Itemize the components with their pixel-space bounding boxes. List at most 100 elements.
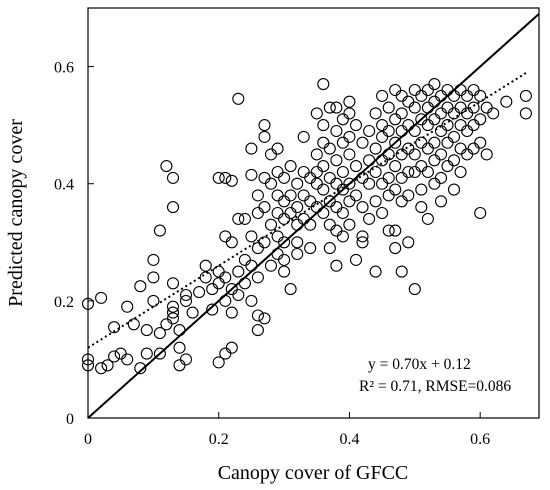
data-point [363, 154, 376, 167]
data-point [317, 206, 330, 220]
data-point [343, 148, 356, 161]
data-point [317, 136, 330, 149]
data-point [310, 148, 323, 161]
data-point [284, 206, 297, 220]
data-point [95, 291, 108, 304]
data-point [317, 119, 330, 132]
data-point [376, 119, 389, 132]
data-point [336, 136, 349, 149]
data-point [323, 101, 336, 114]
data-point [271, 142, 284, 155]
data-point [134, 280, 147, 293]
data-point [232, 92, 245, 105]
data-point [408, 101, 421, 114]
data-point [500, 95, 513, 108]
data-point [238, 277, 251, 290]
data-point [402, 165, 415, 179]
data-point [519, 89, 532, 102]
data-point [376, 177, 389, 190]
data-point [206, 283, 219, 296]
data-point [258, 236, 271, 249]
data-point [310, 177, 323, 190]
data-point [173, 324, 186, 337]
data-point [389, 136, 402, 149]
data-point [206, 303, 219, 316]
y-axis-ticks: 0 0.2 0.4 0.6 [54, 60, 94, 428]
data-point [291, 177, 304, 190]
data-point [434, 89, 448, 102]
data-point [389, 160, 402, 173]
data-point [81, 359, 95, 372]
data-point [166, 201, 180, 214]
data-point [356, 236, 369, 249]
x-tick-label: 0 [84, 431, 92, 448]
data-point [474, 136, 487, 149]
data-point [251, 324, 264, 337]
data-point [278, 265, 291, 278]
data-point [395, 89, 408, 102]
data-point [389, 113, 402, 126]
data-point [395, 171, 408, 184]
data-point [225, 236, 238, 249]
data-point [434, 148, 448, 161]
data-point [291, 247, 304, 261]
data-point [428, 177, 441, 190]
data-point [219, 271, 232, 284]
data-point [264, 148, 278, 161]
data-point [166, 277, 180, 290]
data-point [232, 212, 245, 225]
data-point [264, 218, 278, 231]
data-point [447, 154, 461, 167]
data-point [421, 165, 434, 179]
data-point [173, 341, 186, 354]
data-point [291, 218, 304, 231]
data-point [271, 230, 284, 243]
data-point [434, 171, 448, 184]
data-point [193, 286, 206, 299]
data-point [343, 130, 356, 143]
data-point [343, 177, 356, 190]
data-point [166, 306, 180, 319]
data-point [389, 242, 402, 255]
data-point [395, 265, 408, 278]
data-point [251, 206, 264, 220]
data-point [376, 89, 389, 102]
data-point [369, 195, 382, 208]
x-tick-label: 0.6 [470, 431, 490, 448]
data-point [415, 201, 428, 214]
data-point [349, 189, 363, 202]
data-point [428, 136, 441, 149]
data-point [454, 142, 467, 155]
data-point [225, 174, 238, 187]
data-point [330, 177, 343, 190]
data-point [376, 206, 389, 220]
data-point [363, 212, 376, 225]
data-point [467, 83, 480, 97]
data-point [356, 171, 369, 184]
data-point [389, 183, 402, 196]
data-point [441, 136, 454, 149]
data-point [258, 130, 271, 143]
data-point [153, 224, 166, 237]
data-point [349, 119, 363, 132]
x-axis-ticks: 0 0.2 0.4 0.6 [84, 412, 490, 448]
data-point [284, 189, 297, 202]
data-point [330, 124, 343, 138]
data-point [212, 356, 225, 369]
data-point [258, 119, 271, 132]
data-point [225, 306, 238, 319]
data-point [297, 165, 310, 179]
regression-equation: y = 0.70x + 0.12 [368, 356, 471, 373]
data-point [245, 142, 258, 155]
data-point [147, 253, 160, 266]
data-point [271, 206, 284, 220]
data-point [271, 189, 284, 202]
data-point [219, 171, 232, 184]
data-point [304, 171, 317, 184]
data-point [251, 242, 264, 255]
data-point [376, 130, 389, 143]
data-point [317, 78, 330, 91]
data-point [402, 236, 415, 249]
data-point [108, 350, 121, 363]
